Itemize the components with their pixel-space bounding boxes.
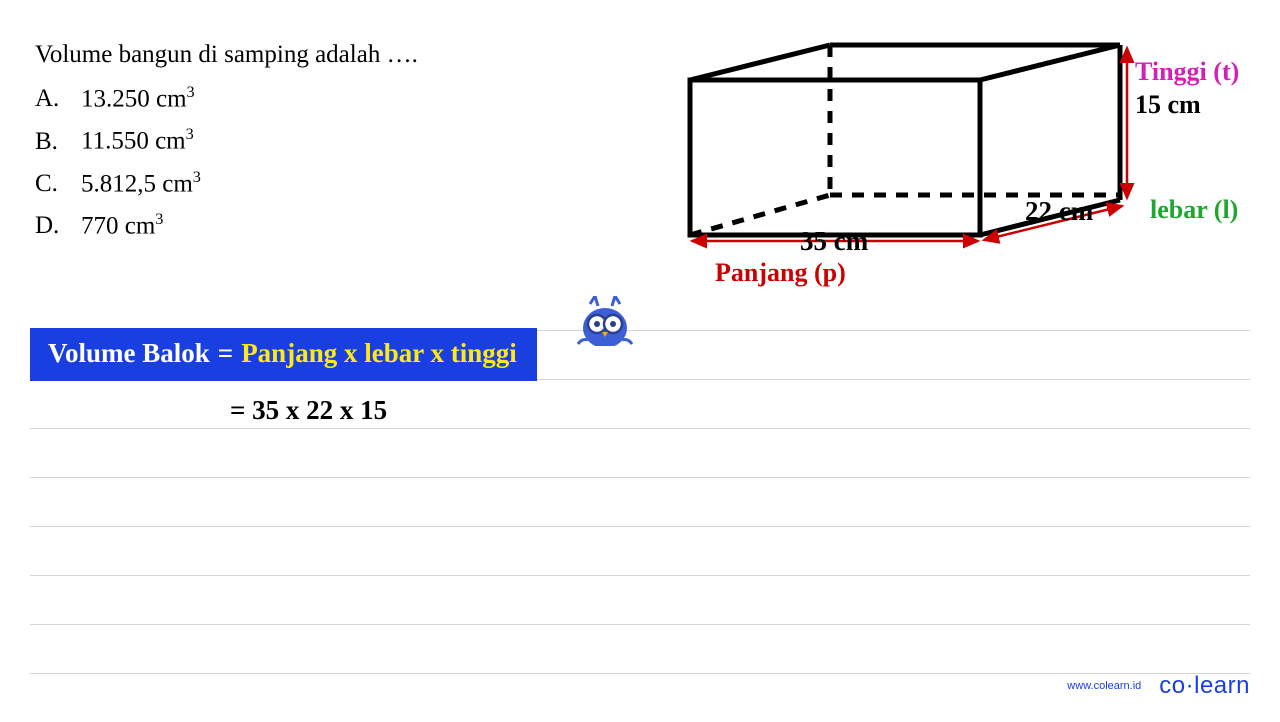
option-c: C. 5.812,5 cm3	[35, 164, 418, 204]
label-tinggi-value: 15 cm	[1135, 90, 1201, 120]
label-lebar: lebar (l)	[1150, 195, 1238, 225]
question-text: Volume bangun di samping adalah ….	[35, 35, 418, 75]
label-panjang: Panjang (p)	[715, 258, 846, 288]
option-a: A. 13.250 cm3	[35, 79, 418, 119]
calculation-line: = 35 x 22 x 15	[230, 395, 387, 426]
formula-eq: =	[218, 338, 233, 369]
option-b: B. 11.550 cm3	[35, 121, 418, 161]
owl-mascot-icon	[570, 296, 630, 346]
notebook-lines	[30, 330, 1250, 722]
formula-rhs: Panjang x lebar x tinggi	[241, 338, 517, 369]
footer-logo: co·learn	[1159, 672, 1250, 700]
formula-banner: Volume Balok = Panjang x lebar x tinggi	[30, 328, 537, 381]
question-block: Volume bangun di samping adalah …. A. 13…	[35, 35, 418, 246]
label-lebar-value: 22 cm	[1025, 196, 1093, 227]
footer-url: www.colearn.id	[1067, 680, 1141, 692]
label-tinggi: Tinggi (t)	[1135, 56, 1239, 87]
formula-lhs: Volume Balok	[48, 338, 210, 369]
label-panjang-value: 35 cm	[800, 226, 868, 257]
option-d: D. 770 cm3	[35, 206, 418, 246]
footer: www.colearn.id co·learn	[1067, 672, 1250, 700]
